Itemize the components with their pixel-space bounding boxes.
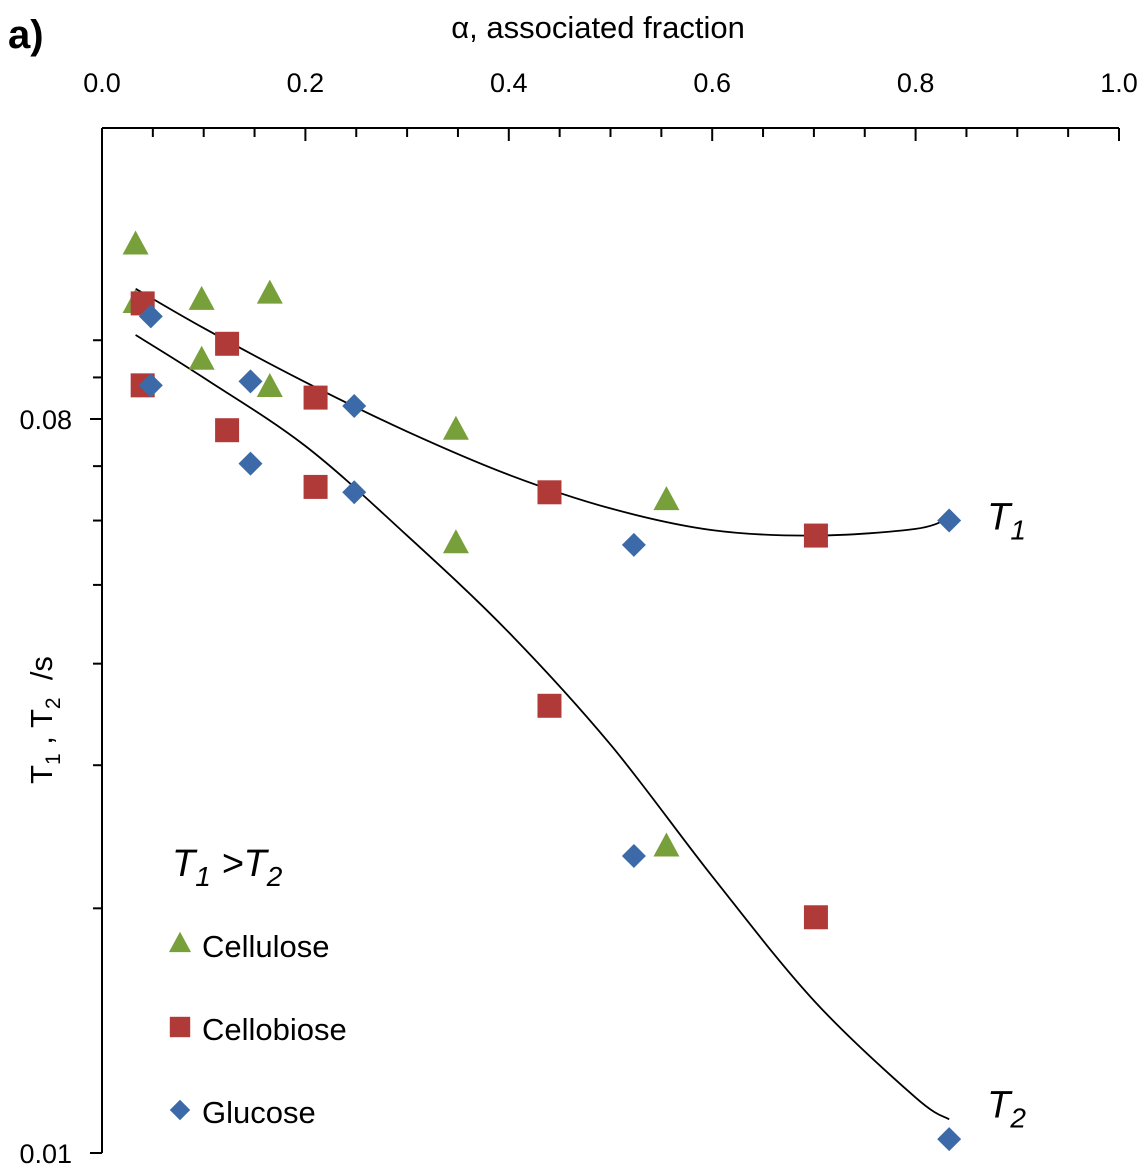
cellulose-triangle-point <box>256 372 283 397</box>
cellulose-triangle-point <box>188 345 215 370</box>
x-axis-title: α, associated fraction <box>451 10 745 45</box>
cellobiose-square-point <box>803 523 828 548</box>
cellobiose-square-point <box>215 418 240 443</box>
y-tick-label: 0.08 <box>19 405 72 435</box>
legend-label: Glucose <box>202 1095 316 1130</box>
cellulose-triangle-point <box>442 415 469 440</box>
curve-label-1: T1 <box>987 497 1026 546</box>
legend-diamond-icon <box>169 1099 191 1121</box>
x-tick-label: 0.0 <box>83 68 121 98</box>
cellulose-triangle-point <box>442 529 469 554</box>
glucose-diamond-point <box>621 843 646 868</box>
cellobiose-square-point <box>537 480 562 505</box>
curve-label-2: T2 <box>987 1084 1026 1133</box>
cellulose-triangle-point <box>122 230 149 255</box>
cellobiose-square-point <box>215 331 240 356</box>
cellobiose-square-point <box>303 474 328 499</box>
glucose-diamond-point <box>138 304 163 329</box>
y-axis: 0.01 0.08 <box>19 128 103 1169</box>
legend-items: Cellulose Cellobiose Glucose <box>168 929 347 1130</box>
legend-triangle-icon <box>168 931 192 953</box>
curve-label-sub: 1 <box>1010 515 1026 546</box>
legend-square-icon <box>169 1016 191 1038</box>
glucose-diamond-point <box>138 373 163 398</box>
series-cellulose <box>122 230 680 857</box>
glucose-diamond-point <box>238 451 263 476</box>
x-tick-label: 0.4 <box>490 68 528 98</box>
glucose-diamond-point <box>937 508 962 533</box>
legend-label: Cellobiose <box>202 1012 347 1047</box>
x-tick-label: 1.0 <box>1100 68 1138 98</box>
glucose-diamond-point <box>238 369 263 394</box>
cellobiose-square-point <box>303 385 328 410</box>
y-axis-title: T1 , T2 /s <box>24 656 65 784</box>
legend-label: Cellulose <box>202 929 330 964</box>
curve-label-sub: 2 <box>1009 1102 1026 1133</box>
curve-label-main: T <box>987 497 1013 539</box>
legend-item-glucose: Glucose <box>169 1095 316 1130</box>
cellulose-triangle-point <box>653 832 680 857</box>
glucose-diamond-point <box>342 394 367 419</box>
curve-label-main: T <box>987 1084 1013 1126</box>
legend-title: T1 >T2 <box>172 843 283 892</box>
x-tick-label: 0.2 <box>287 68 325 98</box>
glucose-diamond-point <box>621 532 646 557</box>
x-tick-label: 0.8 <box>897 68 935 98</box>
legend: T1 >T2 Cellulose Cellobiose Glucose <box>168 843 347 1130</box>
legend-item-cellulose: Cellulose <box>168 929 330 964</box>
y-axis-title-t1-sub: 1 <box>42 753 65 765</box>
x-tick-label: 0.6 <box>693 68 731 98</box>
x-axis: 0.0 0.2 0.4 0.6 0.8 1.0 <box>83 68 1138 141</box>
y-tick-label: 0.01 <box>19 1139 72 1169</box>
data-points <box>122 230 962 1152</box>
cellobiose-square-point <box>803 905 828 930</box>
glucose-diamond-point <box>937 1127 962 1152</box>
y-axis-title-t1: T <box>24 765 59 784</box>
legend-item-cellobiose: Cellobiose <box>169 1012 347 1047</box>
glucose-diamond-point <box>342 480 367 505</box>
y-axis-title-t2-sub: 2 <box>42 697 65 709</box>
series-glucose <box>138 304 962 1152</box>
fit-curve-2 <box>135 334 950 1121</box>
cellulose-triangle-point <box>188 285 215 310</box>
panel-label: a) <box>8 13 44 57</box>
cellulose-triangle-point <box>256 279 283 304</box>
series-cellobiose <box>130 291 828 930</box>
cellulose-triangle-point <box>653 486 680 511</box>
cellobiose-square-point <box>537 693 562 718</box>
